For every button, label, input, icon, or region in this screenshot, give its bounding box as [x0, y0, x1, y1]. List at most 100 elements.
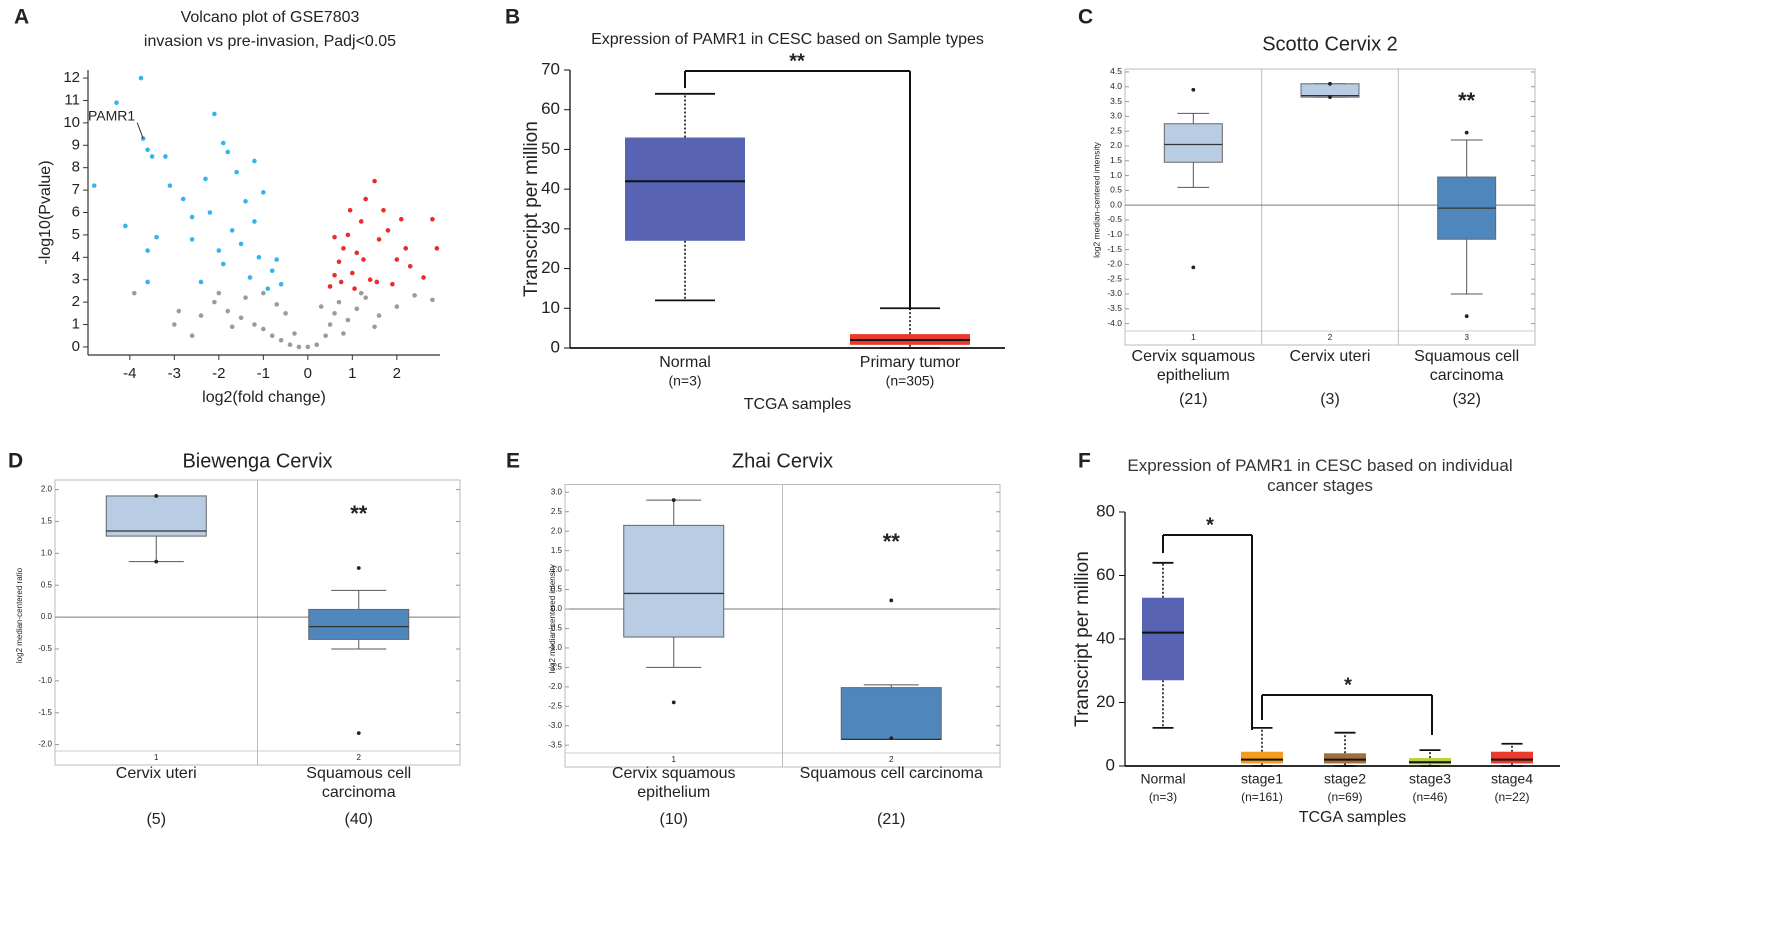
category-label: Normal	[1140, 771, 1185, 787]
category-count: (21)	[1179, 391, 1207, 408]
column-number: 1	[154, 753, 159, 762]
point	[252, 322, 257, 327]
category-count: (21)	[877, 811, 905, 828]
y-tick-label: 60	[1096, 565, 1115, 584]
point	[323, 333, 328, 339]
chart-title: Scotto Cervix 2	[1262, 33, 1398, 55]
y-tick-label: 8	[72, 159, 80, 176]
point	[381, 207, 386, 213]
panel-letter: A	[14, 6, 29, 29]
y-tick-label: 2.0	[41, 485, 53, 494]
point	[354, 306, 360, 312]
outlier	[154, 559, 159, 564]
point	[207, 210, 213, 215]
x-tick-label: 2	[393, 365, 401, 382]
point	[269, 333, 275, 339]
point	[176, 308, 182, 314]
y-tick-label: 0.0	[551, 604, 563, 613]
point	[225, 149, 231, 155]
point	[367, 277, 373, 283]
point	[352, 286, 357, 291]
y-tick-label: -3.5	[1107, 303, 1122, 313]
y-tick-label: 2.5	[551, 507, 563, 516]
point	[403, 246, 409, 251]
point	[345, 232, 351, 238]
y-tick-label: 7	[72, 181, 80, 198]
point	[180, 196, 186, 202]
box	[1142, 597, 1184, 681]
point	[372, 178, 377, 184]
outlier	[1464, 314, 1469, 319]
chart-title: Volcano plot of GSE7803	[181, 9, 360, 26]
point	[278, 281, 284, 287]
y-tick-label: 1.0	[551, 565, 563, 574]
point	[138, 75, 144, 81]
point	[225, 308, 231, 314]
y-tick-label: 0.5	[41, 580, 53, 589]
category-count: (n=161)	[1241, 790, 1283, 804]
y-tick-label: 10	[63, 114, 80, 131]
point	[341, 331, 346, 336]
chart-title-box: Expression of PAMR1 in CESC based on ind…	[1127, 456, 1512, 495]
category-count: (n=3)	[668, 373, 701, 389]
category-count: (40)	[345, 811, 373, 828]
x-tick-label: 1	[348, 365, 356, 382]
point	[145, 279, 150, 285]
column-number: 2	[889, 755, 894, 764]
point	[363, 196, 368, 202]
category-label: Squamous cell carcinoma	[306, 765, 412, 802]
y-tick-label: 1.0	[1110, 170, 1122, 180]
point	[229, 228, 235, 233]
point	[394, 304, 400, 309]
y-axis-label: -log10(Pvalue)	[37, 160, 54, 264]
point	[274, 257, 279, 262]
y-tick-label: -3.5	[548, 740, 562, 749]
y-tick-label: 3.5	[1110, 96, 1122, 106]
point	[336, 259, 342, 265]
point	[332, 234, 337, 240]
y-tick-label: 40	[541, 179, 560, 198]
category-count: (32)	[1452, 391, 1480, 408]
point	[216, 248, 222, 253]
x-tick-label: -3	[168, 365, 181, 382]
y-tick-label: 20	[541, 258, 560, 277]
point	[390, 281, 395, 287]
x-axis-label: TCGA samples	[1299, 809, 1407, 826]
category-label: Normal	[659, 354, 711, 371]
y-tick-label: 1.5	[551, 546, 563, 555]
point	[163, 154, 168, 159]
x-axis-label: log2(fold change)	[202, 389, 326, 406]
point	[374, 279, 380, 285]
category-label: stage1	[1241, 771, 1283, 787]
y-tick-label: -0.5	[38, 644, 52, 653]
plot-frame	[1124, 68, 1536, 346]
point	[358, 219, 364, 224]
point	[269, 268, 275, 274]
y-tick-label: -0.5	[548, 624, 562, 633]
point	[167, 183, 173, 188]
chart-title: Biewenga Cervix	[182, 450, 332, 472]
point	[341, 246, 346, 251]
panel-letter: D	[8, 450, 23, 473]
category-label: stage4	[1491, 771, 1533, 787]
y-tick-label: 60	[541, 99, 560, 118]
y-tick-label: 40	[1096, 628, 1115, 647]
box	[1241, 751, 1283, 764]
y-tick-label: -3.0	[548, 721, 562, 730]
category-label-box: Cervix squamous epithelium	[1132, 348, 1256, 384]
y-tick-label: 1.5	[1110, 155, 1122, 165]
point	[238, 315, 244, 321]
category-count: (n=3)	[1149, 790, 1177, 804]
category-label: Cervix uteri	[115, 765, 197, 782]
y-tick-label: 9	[72, 136, 80, 153]
y-tick-label: 3.0	[1110, 111, 1122, 121]
point	[229, 324, 235, 330]
category-label: Cervix uteri	[1289, 348, 1371, 365]
category-label: Squamous cell carcinoma	[1414, 348, 1520, 385]
y-tick-label: -1.0	[1107, 229, 1122, 239]
category-count: (n=22)	[1494, 790, 1529, 804]
category-label: Cervix squamous epithelium	[611, 765, 736, 802]
y-tick-label: -2.5	[1107, 273, 1122, 283]
y-tick-label: 10	[541, 298, 560, 317]
